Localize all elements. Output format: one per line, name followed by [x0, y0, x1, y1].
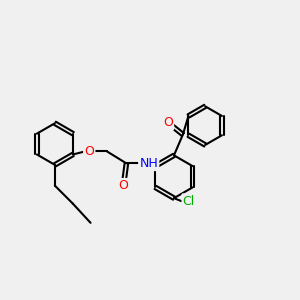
Text: O: O — [118, 179, 128, 192]
Text: O: O — [163, 116, 173, 129]
Text: NH: NH — [139, 157, 158, 170]
Text: O: O — [84, 145, 94, 158]
Text: Cl: Cl — [183, 195, 195, 208]
